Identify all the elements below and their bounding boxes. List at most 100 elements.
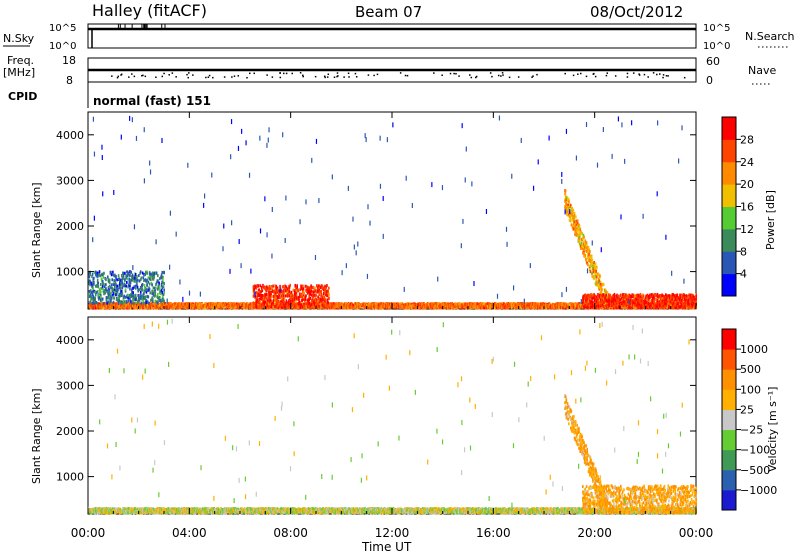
scatter-cell xyxy=(97,281,100,285)
scatter-cell xyxy=(440,306,443,310)
nave-dot xyxy=(683,76,686,79)
nave-dot xyxy=(212,76,214,79)
nave-dot xyxy=(128,76,130,78)
nave-dot xyxy=(285,72,288,75)
nave-dot xyxy=(508,76,511,79)
scatter-cell xyxy=(243,306,246,310)
scatter-cell xyxy=(113,306,115,310)
nave-dot xyxy=(643,73,646,76)
date-title: 08/Oct/2012 xyxy=(590,3,683,21)
nave-dot xyxy=(433,72,435,74)
scatter-cell xyxy=(104,306,107,310)
nsearch-tick-low: 10^0 xyxy=(703,41,730,52)
nave-dot xyxy=(469,74,471,76)
nave-dot xyxy=(517,76,520,78)
scatter-cell xyxy=(565,302,568,306)
scatter-cell xyxy=(97,285,100,289)
scatter-cell xyxy=(568,302,570,306)
nave-dot xyxy=(497,74,500,77)
scatter-cell xyxy=(476,302,479,306)
nave-dot xyxy=(659,73,661,75)
scatter-cell xyxy=(566,303,569,307)
freq-tick-low: 8 xyxy=(66,74,73,87)
scatter-cell xyxy=(380,302,383,306)
scatter-cell xyxy=(91,272,94,276)
nave-label: Nave xyxy=(748,64,776,77)
scatter-cell xyxy=(348,306,350,310)
nsearch-tick-high: 10^5 xyxy=(703,23,730,34)
nave-dot xyxy=(355,76,358,78)
scatter-cell xyxy=(362,306,365,310)
nave-dot xyxy=(500,75,502,77)
scatter-cell xyxy=(122,305,124,309)
nave-dot xyxy=(585,75,588,78)
nave-dot xyxy=(116,76,119,79)
nave-dot xyxy=(367,74,370,76)
nave-dot xyxy=(577,73,579,75)
scatter-cell xyxy=(94,306,97,310)
scatter-cell xyxy=(173,305,176,309)
nave-dot xyxy=(399,72,402,74)
nave-dot xyxy=(532,75,534,77)
nave-dot xyxy=(237,75,240,77)
station-title: Halley (fitACF) xyxy=(92,1,207,20)
nave-dot xyxy=(638,73,640,75)
nave-dot xyxy=(283,72,285,75)
nsky-label: N.Sky xyxy=(3,32,35,45)
nave-dot xyxy=(337,75,339,77)
scatter-cell xyxy=(367,302,370,306)
nave-dot xyxy=(323,75,326,78)
scatter-cell xyxy=(553,305,556,309)
scatter-cell xyxy=(483,302,485,306)
nave-dot xyxy=(266,74,268,76)
scatter-cell xyxy=(341,306,343,310)
nave-dot xyxy=(572,74,575,77)
nave-dot xyxy=(142,74,144,77)
nave-dot xyxy=(163,72,165,75)
nave-dot xyxy=(656,73,658,76)
nave-dot xyxy=(536,73,538,76)
nave-tick-low: 0 xyxy=(706,74,713,87)
nave-dot xyxy=(117,75,120,78)
nave-dot xyxy=(249,72,251,75)
nave-dot xyxy=(175,76,177,78)
scatter-cell xyxy=(333,302,335,306)
nave-dot xyxy=(449,72,452,75)
scatter-cell xyxy=(211,304,214,308)
scatter-cell xyxy=(98,270,101,274)
cpid-value: normal (fast) 151 xyxy=(93,94,211,108)
nave-dot xyxy=(205,76,207,79)
nave-dot xyxy=(187,76,189,79)
scatter-cell xyxy=(205,305,208,309)
nave-dot xyxy=(376,73,379,76)
nave-dot xyxy=(475,76,477,79)
nave-dot xyxy=(133,75,136,78)
scatter-cell xyxy=(110,302,112,306)
nsearch-label: N.Search xyxy=(745,30,795,43)
nave-dot xyxy=(489,72,492,74)
nave-dot xyxy=(614,75,617,77)
scatter-cell xyxy=(409,302,411,306)
nave-dot xyxy=(441,74,443,77)
scatter-cell xyxy=(334,302,336,306)
power-panel-frame xyxy=(87,111,697,310)
scatter-cell xyxy=(493,306,496,310)
nave-dot xyxy=(594,75,597,78)
nave-dot xyxy=(348,76,350,78)
scatter-cell xyxy=(444,306,447,310)
nave-dot xyxy=(120,73,123,76)
nave-dot xyxy=(475,75,478,78)
scatter-cell xyxy=(423,305,425,309)
nave-dot xyxy=(246,76,248,79)
scatter-cell xyxy=(324,302,326,306)
nave-dot xyxy=(207,76,210,79)
scatter-cell xyxy=(94,296,96,300)
nave-dot xyxy=(606,72,609,74)
nave-dot xyxy=(501,72,504,74)
nave-dot xyxy=(470,76,473,79)
nsky-spikes xyxy=(117,24,166,30)
freq-tick-high: 18 xyxy=(62,54,76,67)
nave-dot xyxy=(279,76,282,79)
nave-dot xyxy=(453,72,455,75)
nave-dot xyxy=(336,72,339,74)
